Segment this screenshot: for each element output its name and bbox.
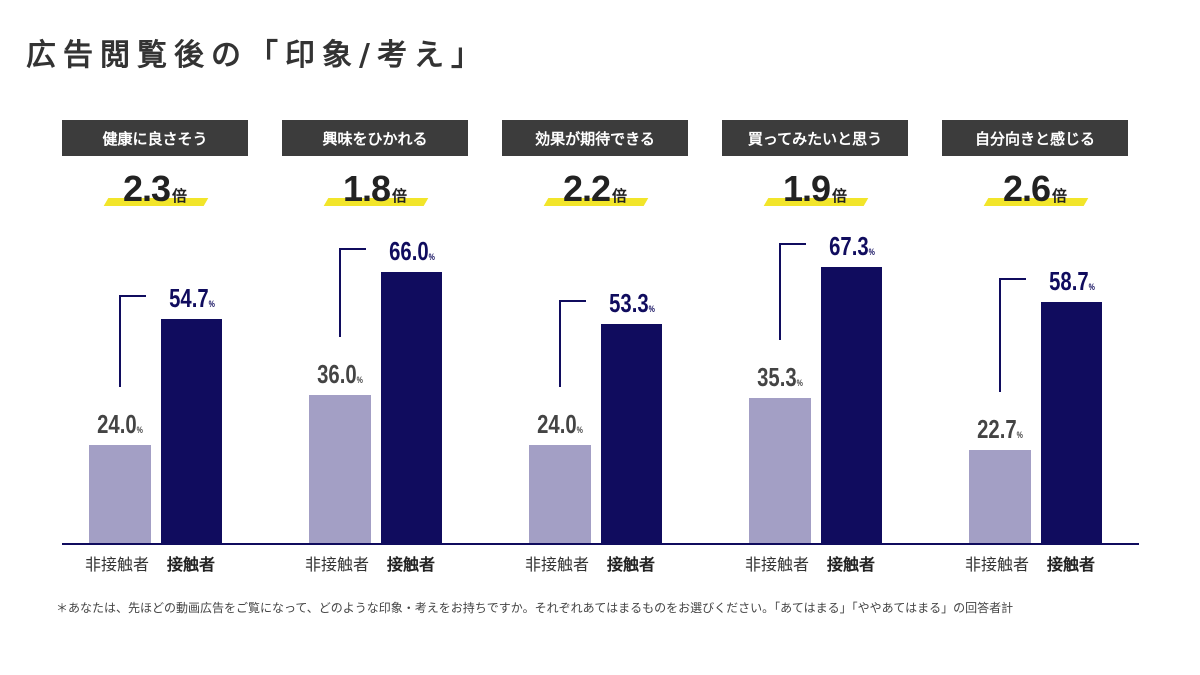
data-label-non-contact: 35.3% — [749, 362, 811, 393]
data-label-value: 36.0 — [317, 359, 357, 390]
percent-sign: % — [356, 375, 363, 386]
comparison-bracket-horizontal — [339, 248, 366, 251]
bar-non-contact — [89, 444, 151, 543]
x-label-non-contact: 非接触者 — [525, 555, 590, 574]
ratio-label: 2.2 倍 — [502, 168, 688, 212]
percent-sign: % — [868, 247, 875, 258]
category-label: 自分向きと感じる — [942, 120, 1128, 156]
category-label: 買ってみたいと思う — [722, 120, 908, 156]
data-label-value: 35.3 — [757, 362, 797, 393]
data-label-contact: 54.7% — [161, 283, 223, 314]
footnote: ＊あなたは、先ほどの動画広告をご覧になって、どのような印象・考えをお持ちですか。… — [56, 601, 1014, 615]
ratio-value: 1.8 — [342, 168, 391, 209]
comparison-bracket-vertical — [119, 294, 121, 387]
chart-group: 自分向きと感じる 2.6 倍 22.7% 58.7% 非接触者 接触者 — [942, 0, 1162, 600]
bar-contact — [821, 267, 882, 543]
ratio-unit: 倍 — [1052, 187, 1068, 205]
ratio-unit: 倍 — [172, 187, 188, 205]
data-label-non-contact: 22.7% — [969, 414, 1031, 445]
bar-contact — [1041, 302, 1102, 543]
data-label-non-contact: 36.0% — [309, 359, 371, 390]
data-label-value: 67.3 — [829, 231, 869, 262]
chart-group: 健康に良さそう 2.3 倍 24.0% 54.7% 非接触者 接触者 — [62, 0, 282, 600]
bar-contact — [161, 318, 222, 543]
percent-sign: % — [1016, 429, 1023, 440]
chart-title: 広告閲覧後の「印象/考え」 — [26, 38, 488, 73]
percent-sign: % — [1088, 282, 1095, 293]
percent-sign: % — [428, 252, 435, 263]
ratio-label: 2.6 倍 — [942, 168, 1128, 212]
comparison-bracket-horizontal — [999, 278, 1026, 281]
x-label-contact: 接触者 — [607, 555, 656, 574]
x-label-non-contact: 非接触者 — [85, 555, 150, 574]
ratio-label: 1.9 倍 — [722, 168, 908, 212]
data-label-value: 24.0 — [97, 408, 137, 439]
percent-sign: % — [208, 298, 215, 309]
bar-non-contact — [969, 449, 1031, 543]
data-label-non-contact: 24.0% — [529, 409, 591, 440]
data-label-contact: 66.0% — [381, 236, 443, 267]
percent-sign: % — [648, 304, 655, 315]
comparison-bracket-vertical — [999, 278, 1001, 392]
data-label-value: 24.0 — [537, 408, 577, 439]
category-label: 効果が期待できる — [502, 120, 688, 156]
bar-non-contact — [309, 395, 371, 543]
comparison-bracket-horizontal — [559, 300, 586, 303]
bar-contact — [601, 324, 662, 543]
ratio-value: 2.6 — [1002, 168, 1051, 209]
data-label-value: 22.7 — [977, 413, 1017, 444]
chart-group: 効果が期待できる 2.2 倍 24.0% 53.3% 非接触者 接触者 — [502, 0, 722, 600]
percent-sign: % — [796, 378, 803, 389]
x-label-non-contact: 非接触者 — [305, 555, 370, 574]
ratio-label: 1.8 倍 — [282, 168, 468, 212]
x-label-contact: 接触者 — [167, 555, 216, 574]
data-label-value: 53.3 — [609, 288, 649, 319]
category-label: 興味をひかれる — [282, 120, 468, 156]
chart-group: 興味をひかれる 1.8 倍 36.0% 66.0% 非接触者 接触者 — [282, 0, 502, 600]
data-label-contact: 67.3% — [821, 231, 883, 262]
x-label-contact: 接触者 — [387, 555, 436, 574]
bar-non-contact — [749, 398, 811, 543]
x-label-non-contact: 非接触者 — [745, 555, 810, 574]
bar-non-contact — [529, 444, 591, 543]
comparison-bracket-horizontal — [779, 243, 806, 246]
data-label-contact: 53.3% — [601, 288, 663, 319]
data-label-value: 66.0 — [389, 236, 429, 267]
category-label: 健康に良さそう — [62, 120, 248, 156]
data-label-value: 54.7 — [169, 282, 209, 313]
data-label-contact: 58.7% — [1041, 266, 1103, 297]
ratio-value: 1.9 — [782, 168, 831, 209]
comparison-bracket-vertical — [559, 300, 561, 387]
data-label-value: 58.7 — [1049, 266, 1089, 297]
ratio-unit: 倍 — [612, 187, 628, 205]
x-label-contact: 接触者 — [827, 555, 876, 574]
percent-sign: % — [136, 424, 143, 435]
data-label-non-contact: 24.0% — [89, 409, 151, 440]
chart-group: 買ってみたいと思う 1.9 倍 35.3% 67.3% 非接触者 接触者 — [722, 0, 942, 600]
ratio-value: 2.2 — [562, 168, 611, 209]
percent-sign: % — [576, 424, 583, 435]
comparison-bracket-horizontal — [119, 294, 146, 297]
bar-contact — [381, 272, 442, 543]
ratio-value: 2.3 — [122, 168, 171, 209]
x-label-contact: 接触者 — [1047, 555, 1096, 574]
ratio-unit: 倍 — [392, 187, 408, 205]
x-axis-baseline — [62, 543, 1139, 545]
ratio-unit: 倍 — [832, 187, 848, 205]
ratio-label: 2.3 倍 — [62, 168, 248, 212]
comparison-bracket-vertical — [779, 243, 781, 341]
x-label-non-contact: 非接触者 — [965, 555, 1030, 574]
comparison-bracket-vertical — [339, 248, 341, 338]
